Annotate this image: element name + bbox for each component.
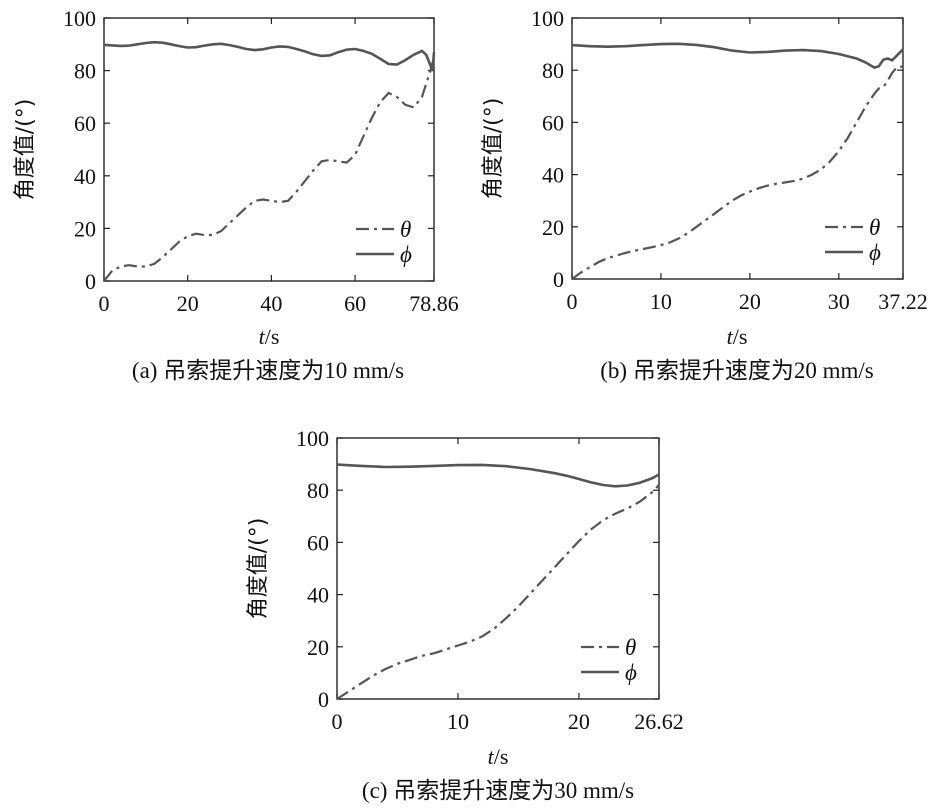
y-tick-label: 40	[307, 583, 329, 608]
y-tick-label: 20	[542, 215, 564, 240]
y-tick-label: 100	[531, 6, 564, 31]
legend-label-theta: θ	[625, 635, 636, 660]
y-axis-label: 角度值/(°)	[13, 99, 38, 201]
y-tick-label: 0	[85, 269, 96, 294]
chart-panel-c: 0 20 40 60 80 100 0 10 20 26.62 角度值/(°) t/s θϕ (c) 吊索…	[246, 426, 684, 803]
series-line-theta	[103, 57, 436, 282]
y-tick-label: 80	[307, 478, 329, 503]
plot-frame	[571, 17, 904, 280]
y-tick-label: 40	[74, 164, 96, 189]
legend-label-theta: θ	[869, 215, 880, 240]
series-line-theta	[336, 484, 660, 700]
chart-panel-b: 0 20 40 60 80 100 0 10 20 30 37.22 角度值/(°) t/s θϕ (b) …	[481, 6, 928, 383]
panel-caption: (a) 吊索提升速度为10 mm/s	[132, 358, 404, 383]
x-tick-label: 0	[99, 291, 110, 316]
y-axis-label: 角度值/(°)	[246, 518, 271, 620]
x-axis-label-unit: /s	[265, 324, 280, 349]
y-tick-label: 100	[296, 426, 329, 451]
x-tick-label: 0	[567, 289, 578, 314]
x-tick-label: 20	[568, 709, 590, 734]
x-tick-label: 78.86	[409, 291, 459, 316]
x-tick-label: 40	[260, 291, 282, 316]
x-axis-label: t/s	[727, 324, 748, 349]
plot-frame	[336, 437, 660, 700]
legend-label-phi: ϕ	[869, 240, 881, 265]
series-line-phi	[571, 42, 904, 70]
x-axis-label: t/s	[259, 324, 280, 349]
series-line-phi	[336, 463, 660, 488]
x-axis-label-symbol: t	[259, 324, 266, 349]
x-tick-label: 37.22	[878, 289, 928, 314]
x-tick-label: 30	[828, 289, 850, 314]
y-tick-label: 60	[74, 111, 96, 136]
chart-panel-a: 0 20 40 60 80 100 0 20 40 60 78.86 角度值/(°) t/s θϕ (a) …	[13, 6, 459, 383]
panel-caption: (b) 吊索提升速度为20 mm/s	[600, 358, 873, 383]
y-tick-label: 60	[542, 110, 564, 135]
x-axis-label-unit: /s	[494, 744, 509, 769]
y-tick-label: 80	[74, 59, 96, 84]
legend-label-theta: θ	[400, 217, 411, 242]
x-axis-label-symbol: t	[727, 324, 734, 349]
legend-label-phi: ϕ	[625, 660, 637, 685]
x-axis-label-unit: /s	[733, 324, 748, 349]
y-tick-label: 40	[542, 163, 564, 188]
y-tick-label: 0	[318, 687, 329, 712]
y-tick-label: 0	[553, 267, 564, 292]
x-tick-label: 20	[739, 289, 761, 314]
x-tick-label: 20	[177, 291, 199, 316]
y-tick-label: 100	[63, 6, 96, 31]
y-tick-label: 20	[74, 216, 96, 241]
x-tick-label: 60	[344, 291, 366, 316]
y-axis-label: 角度值/(°)	[481, 98, 506, 200]
legend-label-phi: ϕ	[400, 242, 412, 267]
y-tick-label: 20	[307, 635, 329, 660]
x-tick-label: 10	[650, 289, 672, 314]
y-tick-label: 80	[542, 58, 564, 83]
plot-frame	[103, 17, 435, 282]
series-line-phi	[103, 40, 436, 72]
y-tick-label: 60	[307, 530, 329, 555]
x-tick-label: 10	[447, 709, 469, 734]
series-line-theta	[571, 65, 904, 280]
panel-caption: (c) 吊索提升速度为30 mm/s	[362, 778, 634, 803]
x-axis-label-symbol: t	[488, 744, 495, 769]
x-tick-label: 0	[332, 709, 343, 734]
x-axis-label: t/s	[488, 744, 509, 769]
x-tick-label: 26.62	[634, 709, 684, 734]
